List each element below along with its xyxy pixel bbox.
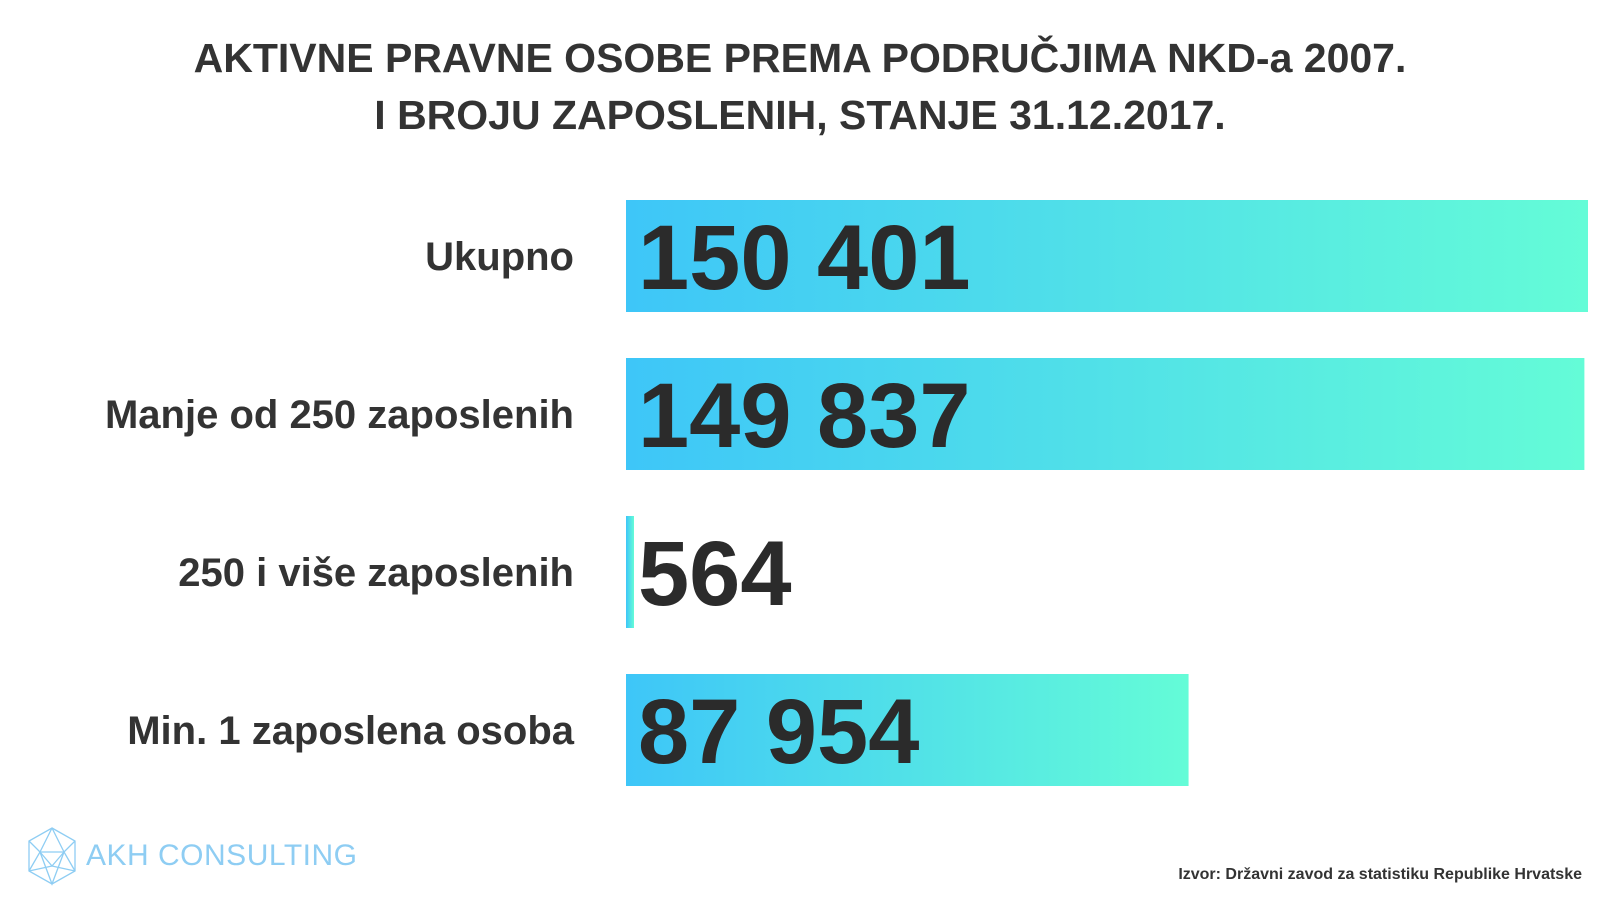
category-label-3: Min. 1 zaposlena osoba xyxy=(127,709,575,753)
source-note: Izvor: Državni zavod za statistiku Repub… xyxy=(1178,866,1582,883)
category-label-0: Ukupno xyxy=(425,235,574,279)
bar-1 xyxy=(626,358,1585,470)
value-label-0: 150 401 xyxy=(638,207,971,309)
chart-title-line-2: I BROJU ZAPOSLENIH, STANJE 31.12.2017. xyxy=(374,92,1226,138)
category-label-1: Manje od 250 zaposlenih xyxy=(105,393,574,437)
polyhedron-logo-icon xyxy=(28,827,76,886)
company-logo: AKH CONSULTING xyxy=(26,826,357,886)
chart-title: AKTIVNE PRAVNE OSOBE PREMA PODRUČJIMA NK… xyxy=(0,30,1600,144)
value-label-2: 564 xyxy=(638,523,792,625)
bar-3 xyxy=(626,674,1189,786)
bars-group: Ukupno 150 401 Manje od 250 zaposlenih 149 … xyxy=(105,200,1588,786)
bar-0 xyxy=(626,200,1588,312)
value-label-3: 87 954 xyxy=(638,681,919,783)
logo-text: AKH CONSULTING xyxy=(86,839,358,872)
category-label-2: 250 i više zaposlenih xyxy=(178,551,574,595)
bar-2 xyxy=(626,516,634,628)
chart-title-line-1: AKTIVNE PRAVNE OSOBE PREMA PODRUČJIMA NK… xyxy=(193,35,1407,81)
value-label-1: 149 837 xyxy=(638,365,971,467)
